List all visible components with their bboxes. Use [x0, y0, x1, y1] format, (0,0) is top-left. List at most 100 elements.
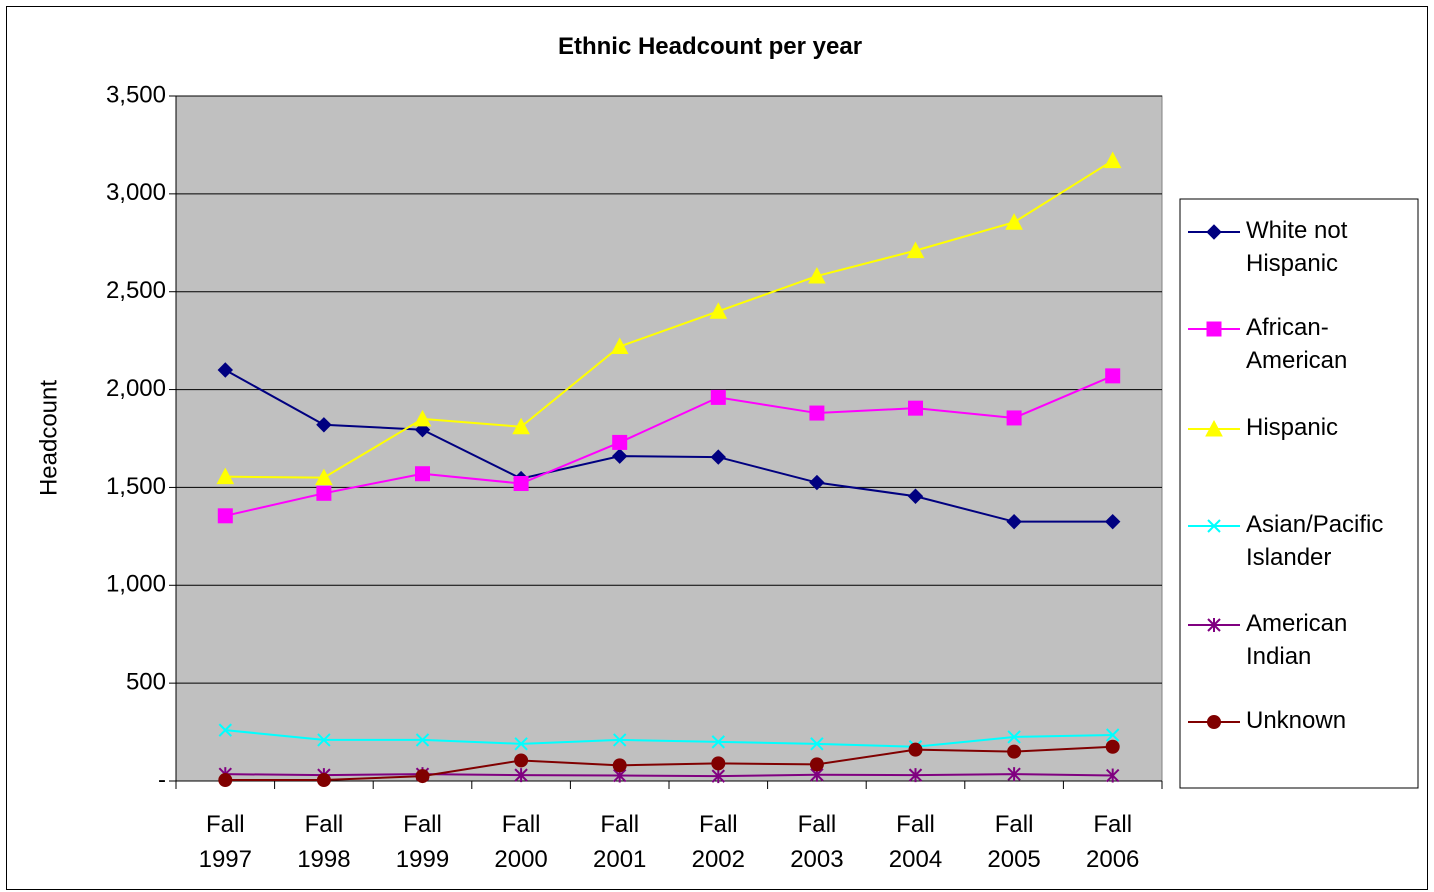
data-point-asian-pacific-islander	[711, 735, 726, 749]
legend-box	[1179, 198, 1419, 789]
x-tick-label: Fall 2003	[790, 811, 843, 873]
legend-marker-hispanic	[1205, 419, 1223, 437]
x-tick-label: Fall 2004	[889, 811, 942, 873]
legend-marker-unknown	[1207, 715, 1221, 729]
axes: - 500 1,000 1,500 2,000 2,500 3,000 3,500 Fall 19…	[106, 81, 1163, 873]
y-tick-label: 3,000	[106, 179, 166, 206]
y-tick-label: 1,000	[106, 571, 166, 598]
x-tick-label: Fall 2002	[692, 811, 745, 873]
y-tick-label: -	[158, 766, 166, 793]
data-point-unknown	[1105, 739, 1120, 754]
legend-label-asian-pacific-islander: Asian/Pacific Islander	[1246, 511, 1383, 571]
legend-marker-african-american	[1206, 321, 1222, 337]
data-point-african-american	[217, 508, 233, 524]
y-tick-label: 500	[126, 668, 166, 695]
legend-label-hispanic: Hispanic	[1246, 414, 1338, 441]
data-point-asian-pacific-islander	[810, 737, 824, 751]
data-point-white-not-hispanic	[316, 417, 332, 433]
data-point-african-american	[316, 485, 332, 501]
legend-label-white-not-hispanic: White not Hispanic	[1246, 217, 1348, 277]
series-line-american-indian	[225, 773, 1113, 778]
data-point-white-not-hispanic	[809, 474, 825, 491]
data-point-unknown	[1007, 744, 1022, 759]
data-point-hispanic	[906, 241, 925, 259]
data-point-american-indian	[1105, 768, 1120, 783]
data-point-unknown	[514, 753, 529, 768]
data-point-hispanic	[1103, 151, 1122, 169]
data-point-american-indian	[514, 768, 528, 783]
legend-marker-asian-pacific-islander	[1207, 519, 1221, 533]
data-point-unknown	[612, 758, 627, 773]
data-point-unknown	[809, 757, 824, 772]
x-tick-label: Fall 2001	[593, 811, 646, 873]
series-hispanic	[216, 151, 1122, 486]
legend-label-unknown: Unknown	[1246, 707, 1346, 734]
data-point-white-not-hispanic	[710, 449, 727, 465]
data-point-white-not-hispanic	[907, 488, 924, 504]
data-point-asian-pacific-islander	[317, 733, 331, 747]
data-point-hispanic	[1005, 213, 1023, 230]
data-point-african-american	[513, 476, 529, 492]
data-point-african-american	[415, 466, 430, 482]
y-axis-label: Headcount	[35, 380, 62, 496]
data-point-african-american	[908, 400, 923, 416]
x-tick-label: Fall 1999	[396, 811, 449, 873]
data-point-unknown	[316, 773, 331, 788]
data-point-asian-pacific-islander	[218, 723, 233, 737]
x-tick-label: Fall 2005	[987, 811, 1040, 873]
data-point-unknown	[218, 773, 233, 788]
data-point-african-american	[1006, 410, 1022, 426]
x-tick-label: Fall 2000	[494, 811, 547, 873]
data-point-asian-pacific-islander	[514, 737, 528, 751]
data-point-hispanic	[709, 302, 728, 319]
y-tick-label: 3,500	[106, 81, 166, 108]
data-point-asian-pacific-islander	[1007, 730, 1021, 744]
data-point-american-indian	[711, 769, 726, 784]
y-tick-label: 2,500	[106, 277, 166, 304]
legend-marker-american-indian	[1207, 618, 1221, 632]
series-layer	[216, 151, 1122, 788]
data-point-hispanic	[413, 409, 432, 427]
series-unknown	[218, 739, 1120, 788]
gridlines	[176, 95, 1162, 684]
data-point-african-american	[710, 389, 726, 405]
series-asian-pacific-islander	[218, 723, 1120, 754]
y-tick-label: 2,000	[106, 375, 166, 402]
data-point-white-not-hispanic	[1104, 513, 1121, 530]
data-point-american-indian	[908, 768, 923, 783]
series-white-not-hispanic	[217, 362, 1121, 530]
data-point-hispanic	[610, 337, 629, 355]
data-point-african-american	[612, 434, 628, 450]
data-point-unknown	[908, 742, 923, 757]
x-tick-label: Fall 1997	[199, 811, 252, 873]
legend-label-american-indian: American Indian	[1246, 610, 1347, 670]
chart-title: Ethnic Headcount per year	[558, 33, 862, 60]
data-point-asian-pacific-islander	[1105, 728, 1120, 742]
series-line-asian-pacific-islander	[225, 729, 1113, 748]
series-line-hispanic	[225, 159, 1114, 479]
data-point-white-not-hispanic	[1006, 513, 1022, 530]
plot-area	[175, 95, 1163, 782]
data-point-white-not-hispanic	[217, 362, 234, 378]
data-point-asian-pacific-islander	[415, 733, 430, 747]
series-african-american	[217, 368, 1121, 524]
data-point-unknown	[415, 769, 430, 784]
data-point-american-indian	[1007, 767, 1021, 782]
x-tick-label: Fall 2006	[1086, 811, 1139, 873]
data-point-white-not-hispanic	[611, 448, 628, 464]
data-point-unknown	[711, 756, 726, 771]
data-point-hispanic	[512, 417, 530, 435]
data-point-hispanic	[315, 468, 333, 486]
series-line-unknown	[225, 745, 1113, 782]
data-point-asian-pacific-islander	[612, 733, 627, 747]
y-tick-label: 1,500	[106, 473, 166, 500]
x-tick-label: Fall 1998	[297, 811, 350, 873]
legend-marker-white-not-hispanic	[1206, 224, 1222, 240]
series-line-african-american	[225, 374, 1114, 517]
data-point-african-american	[809, 405, 825, 421]
series-line-white-not-hispanic	[224, 369, 1113, 523]
legend-label-african-american: African-American	[1246, 314, 1347, 374]
legend: White not Hispanic African-American Hispani…	[1179, 198, 1419, 789]
data-point-hispanic	[216, 467, 235, 485]
